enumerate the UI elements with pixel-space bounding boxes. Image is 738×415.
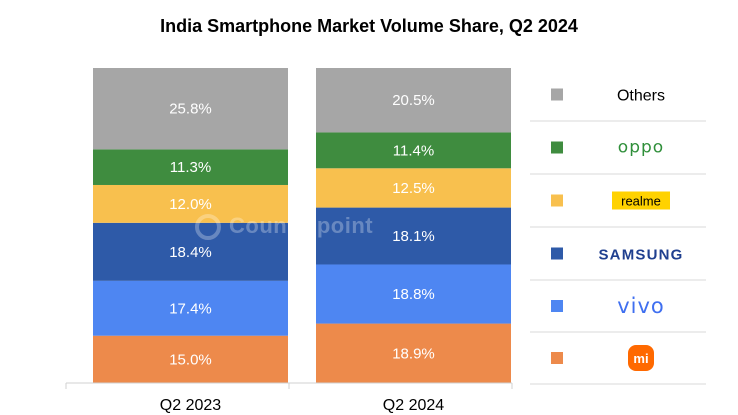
data-label: 15.0% xyxy=(169,351,212,368)
data-label: 12.0% xyxy=(169,196,212,213)
x-tick-label: Q2 2023 xyxy=(160,397,221,414)
data-label: 18.8% xyxy=(392,286,435,303)
legend-swatch-realme xyxy=(551,194,563,207)
data-label: 18.4% xyxy=(169,244,212,261)
data-label: 17.4% xyxy=(169,300,212,317)
bar-xiaomi-q2-2023 xyxy=(93,335,288,383)
legend-swatch-samsung xyxy=(551,247,563,260)
x-axis: Q2 2023 Q2 2024 xyxy=(65,382,513,414)
xiaomi-logo-text: mi xyxy=(633,351,648,366)
bar-samsung-q2-2024 xyxy=(316,207,511,265)
bar-oppo-q2-2024 xyxy=(316,132,511,169)
data-label: 18.9% xyxy=(392,345,435,362)
data-label: 20.5% xyxy=(392,92,435,109)
bar-samsung-q2-2023 xyxy=(93,222,288,281)
legend-label-Others: Others xyxy=(617,88,665,105)
data-label: 11.3% xyxy=(170,159,211,176)
bar-realme-q2-2024 xyxy=(316,168,511,208)
xiaomi-logo-icon xyxy=(628,345,654,371)
legend-swatch-vivo xyxy=(551,300,563,312)
bar-realme-q2-2023 xyxy=(93,184,288,223)
legend-swatch-Others xyxy=(551,88,563,101)
bar-oppo-q2-2023 xyxy=(93,149,288,185)
realme-logo-background xyxy=(612,191,670,210)
chart-title: India Smartphone Market Volume Share, Q2… xyxy=(160,16,578,36)
realme-logo-icon: realme xyxy=(621,194,661,209)
samsung-logo-icon: SAMSUNG xyxy=(598,247,683,264)
legend-swatch-oppo xyxy=(551,141,563,154)
bar-xiaomi-q2-2024 xyxy=(316,323,511,383)
data-label: 18.1% xyxy=(392,228,435,245)
data-label: 25.8% xyxy=(169,101,212,118)
vivo-logo-icon: vivo xyxy=(617,294,665,318)
legend: Others oppo realme SAMSUNG vivo mi xyxy=(530,88,706,385)
x-tick-label: Q2 2024 xyxy=(383,397,444,414)
bar-vivo-q2-2024 xyxy=(316,264,511,324)
legend-swatch-xiaomi xyxy=(551,352,563,364)
bar-others-q2-2024 xyxy=(316,68,511,133)
oppo-logo-icon: oppo xyxy=(618,138,664,158)
data-label: 11.4% xyxy=(393,142,434,159)
bar-vivo-q2-2023 xyxy=(93,280,288,336)
bar-others-q2-2023 xyxy=(93,68,288,150)
data-label: 12.5% xyxy=(392,180,435,197)
bars-group: 15.0% 17.4% 18.4% 12.0% 11.3% 25.8% 18.9% 18.8%… xyxy=(93,68,511,383)
